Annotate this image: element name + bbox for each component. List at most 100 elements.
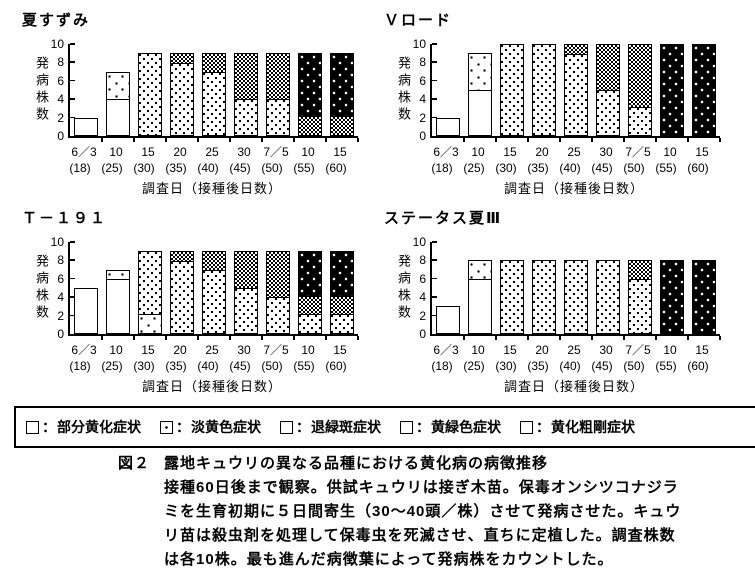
- x-category-label: 10 (55): [654, 144, 686, 176]
- x-axis-tick: [591, 336, 593, 340]
- x-axis-tick: [719, 138, 721, 142]
- caption-line: リ苗は殺虫剤を処理して保毒虫を死滅させ、直ちに定植した。調査株数: [164, 527, 676, 544]
- x-days-label: (55): [293, 359, 315, 373]
- x-category-label: 7／5 (50): [622, 342, 654, 374]
- x-axis-tick: [133, 138, 135, 142]
- x-category-label: 7／5 (50): [260, 144, 292, 176]
- bar-segment-black-dots: [331, 252, 353, 297]
- chart-v-road: Ｖロード 発病株数 6／3 (18) 10 (25) 15 (30) 20 (35) 25 (40…: [370, 4, 735, 200]
- x-days-label: (50): [623, 359, 645, 373]
- x-axis-tick: [655, 336, 657, 340]
- y-tick-label: 4: [419, 290, 426, 305]
- stacked-bar: [106, 269, 130, 334]
- x-date-label: 10: [301, 343, 315, 357]
- legend-separator: ：: [296, 419, 310, 435]
- y-axis-tick: [432, 98, 437, 100]
- figure-caption: 図２ 露地キュウリの異なる品種における黄化病の病徴推移 接種60日後まで観察。供…: [118, 452, 681, 572]
- stacked-bar: [138, 53, 162, 136]
- bar-segment-black-dots: [661, 45, 683, 135]
- bar-segment-black-dots: [693, 45, 715, 135]
- legend-label: 退緑斑症状: [311, 419, 381, 435]
- x-category-label: 20 (35): [164, 342, 196, 374]
- x-axis-tick: [165, 336, 167, 340]
- y-tick-label: 10: [50, 235, 64, 249]
- y-tick-label: 0: [419, 129, 426, 143]
- bar-segment-plain: [107, 99, 129, 135]
- x-category-label: 6／3 (18): [430, 144, 462, 176]
- x-days-label: (40): [559, 359, 581, 373]
- x-category-label: 15 (30): [494, 144, 526, 176]
- y-tick-label: 8: [57, 55, 64, 70]
- x-category-label: 25 (40): [558, 144, 590, 176]
- x-date-label: 6／3: [433, 145, 459, 159]
- y-axis-tick: [70, 79, 75, 82]
- bar-segment-dense-dots: [331, 315, 353, 333]
- chart-status-natsu3: ステータス夏Ⅲ 発病株数 6／3 (18) 10 (25) 15 (30) 20 (35) 25…: [370, 202, 735, 398]
- x-date-label: 7／5: [263, 343, 289, 357]
- stacked-bar: [436, 117, 460, 136]
- bar-segment-plain: [75, 118, 97, 135]
- x-category-label: 15 (30): [132, 144, 164, 176]
- bar-segment-black-dots: [331, 54, 353, 118]
- caption-text: 露地キュウリの異なる品種における黄化病の病徴推移 接種60日後まで観察。供試キュ…: [164, 452, 681, 572]
- bar-segment-dense-dots: [501, 261, 523, 333]
- x-axis-tick: [559, 336, 561, 340]
- stacked-bar: [500, 44, 524, 136]
- bar-segment-plain: [469, 280, 491, 333]
- stacked-bar: [532, 44, 556, 136]
- x-category-label: 25 (40): [196, 144, 228, 176]
- bar-segment-dense-dots: [235, 99, 257, 135]
- chart-title: Ｔ－１９１: [22, 210, 108, 227]
- x-axis-tick: [197, 336, 199, 340]
- stacked-bar: [330, 53, 354, 136]
- x-date-label: 10: [109, 145, 123, 159]
- x-days-label: (55): [293, 161, 315, 175]
- y-tick-label: 10: [412, 235, 426, 249]
- x-category-label: 15 (60): [324, 144, 356, 176]
- bar-segment-plain: [469, 90, 491, 135]
- x-category-label: 10 (25): [100, 342, 132, 374]
- figure-number: 図２: [118, 455, 151, 472]
- x-days-label: (30): [495, 161, 517, 175]
- x-days-label: (60): [325, 161, 347, 175]
- bar-segment-dense-dots: [565, 261, 587, 333]
- y-tick-label: 0: [57, 129, 64, 143]
- dense-dots-swatch: [280, 420, 293, 434]
- x-axis-tick: [559, 138, 561, 142]
- stacked-bar: [138, 251, 162, 334]
- stacked-bar: [74, 288, 98, 334]
- bar-segment-dense-dots: [267, 297, 289, 333]
- bar-segment-dense-dots: [597, 90, 619, 135]
- caption-line: は各10株。最も進んだ病徴葉によって発病株をカウントした。: [164, 551, 614, 568]
- x-date-label: 25: [205, 145, 219, 159]
- x-date-label: 15: [141, 343, 155, 357]
- x-days-label: (60): [325, 359, 347, 373]
- x-axis-title: 調査日（接種後日数）: [503, 379, 644, 394]
- stacked-bar: [660, 260, 684, 334]
- legend-item: ：退緑斑症状: [280, 417, 381, 437]
- stacked-bar: [266, 251, 290, 334]
- bar-segment-checker: [629, 261, 651, 281]
- x-date-label: 6／3: [71, 343, 97, 357]
- x-category-label: 10 (25): [462, 342, 494, 374]
- x-axis-tick: [623, 336, 625, 340]
- bar-segment-checker: [629, 45, 651, 109]
- x-date-label: 20: [535, 343, 549, 357]
- bar-segment-checker: [597, 45, 619, 91]
- stacked-bar: [170, 53, 194, 136]
- stacked-bar: [564, 44, 588, 136]
- x-date-label: 20: [535, 145, 549, 159]
- y-tick-label: 4: [57, 92, 64, 107]
- bar-segment-dense-dots: [171, 64, 193, 135]
- bar-segment-dense-dots: [139, 252, 161, 316]
- x-date-label: 15: [695, 343, 709, 357]
- x-days-label: (50): [623, 161, 645, 175]
- x-days-label: (55): [655, 161, 677, 175]
- x-category-label: 10 (55): [292, 342, 324, 374]
- x-axis-tick: [357, 336, 359, 340]
- stacked-bar: [106, 71, 130, 136]
- x-category-label: 30 (45): [590, 342, 622, 374]
- bar-segment-sparse-dots: [139, 315, 161, 333]
- stacked-bar: [532, 260, 556, 334]
- bar-segment-dense-dots: [299, 315, 321, 333]
